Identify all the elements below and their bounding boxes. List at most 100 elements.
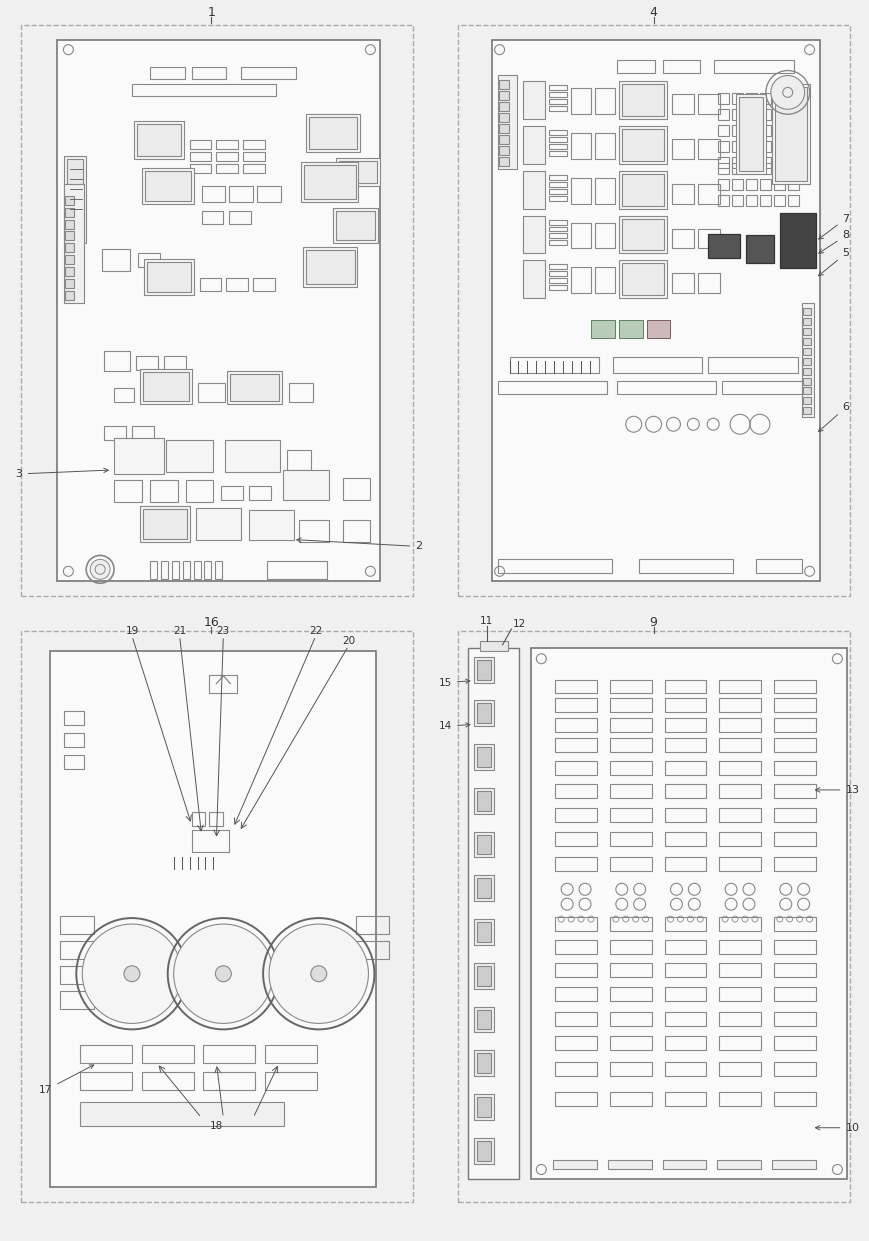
Bar [267,561,327,580]
Bar [216,140,238,149]
Bar [609,738,651,752]
Bar [554,1092,596,1106]
Bar [773,141,784,151]
Bar [554,808,596,822]
Bar [719,987,760,1000]
Bar [773,680,814,692]
Bar [189,164,211,172]
Bar [738,97,762,171]
Bar [243,151,265,161]
Bar [241,67,295,79]
Bar [664,858,706,871]
Bar [717,125,728,137]
Bar [721,381,800,395]
Bar [773,719,814,732]
Bar [476,879,490,898]
Bar [193,561,200,580]
Bar [717,179,728,190]
Bar [491,40,819,581]
Bar [114,438,163,474]
Bar [717,93,728,104]
Bar [136,356,157,370]
Bar [618,320,642,338]
Bar [609,699,651,712]
Bar [554,1062,596,1076]
Bar [161,561,168,580]
Bar [773,1062,814,1076]
Bar [227,371,282,405]
Bar [755,560,800,573]
Bar [786,179,798,190]
Bar [731,179,742,190]
Bar [773,179,784,190]
Bar [335,211,375,241]
Bar [142,1072,193,1090]
Text: 9: 9 [649,617,657,629]
Text: 6: 6 [818,402,848,432]
Bar [191,830,229,851]
Bar [609,784,651,798]
Bar [476,1097,490,1117]
Bar [731,141,742,151]
Bar [65,292,74,300]
Bar [609,1013,651,1026]
Bar [717,141,728,151]
Bar [779,212,814,268]
Bar [523,261,545,298]
Bar [102,249,129,272]
Bar [21,25,413,596]
Bar [609,719,651,732]
Bar [65,207,74,217]
Bar [717,156,728,168]
Bar [548,92,567,97]
Bar [498,102,508,112]
Bar [719,917,760,931]
Bar [802,338,810,345]
Bar [719,1062,760,1076]
Bar [132,426,154,441]
Bar [355,916,388,934]
Bar [618,127,666,164]
Bar [554,738,596,752]
Circle shape [770,76,804,109]
Bar [773,808,814,822]
Bar [786,93,798,104]
Bar [771,84,809,184]
Bar [474,875,493,901]
Circle shape [310,965,327,982]
Text: 2: 2 [296,537,421,551]
Bar [548,137,567,141]
Bar [773,699,814,712]
Bar [302,247,357,287]
Bar [548,107,567,112]
Text: 14: 14 [438,721,469,731]
Bar [65,220,74,228]
Bar [698,228,720,248]
Bar [609,831,651,845]
Bar [773,963,814,977]
Bar [786,109,798,120]
Bar [786,156,798,168]
Bar [209,675,237,692]
Bar [548,99,567,104]
Bar [64,711,84,725]
Bar [759,195,770,206]
Bar [60,965,94,984]
Bar [197,382,225,402]
Bar [132,84,275,97]
Bar [621,84,663,117]
Bar [548,151,567,156]
Bar [802,397,810,405]
Text: 11: 11 [480,616,493,625]
Bar [609,1036,651,1050]
Bar [719,699,760,712]
Bar [802,308,810,315]
Bar [773,1036,814,1050]
Bar [773,1092,814,1106]
Bar [474,656,493,683]
Bar [548,130,567,135]
Text: 7: 7 [818,213,848,240]
Bar [672,273,693,293]
Bar [498,81,508,89]
Bar [457,25,849,596]
